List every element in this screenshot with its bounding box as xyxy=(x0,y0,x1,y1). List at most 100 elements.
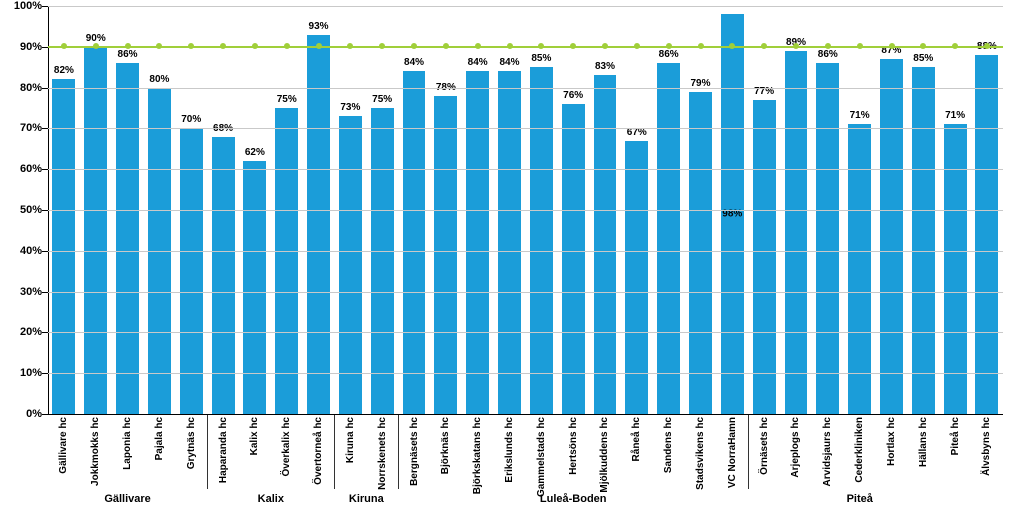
bar: 78% xyxy=(434,96,457,414)
x-tick-label: Piteå hc xyxy=(939,417,971,497)
group-label: Kiruna xyxy=(334,493,398,505)
bar: 86% xyxy=(816,63,839,414)
x-tick-label: VC NorraHamn xyxy=(716,417,748,497)
bar: 75% xyxy=(371,108,394,414)
bar-value-label: 86% xyxy=(659,49,679,60)
x-tick-label: Haparanda hc xyxy=(207,417,239,497)
group-labels: GällivareKalixKirunaLuleå-BodenPiteå xyxy=(48,493,1003,505)
x-axis: Gällivare hcJokkmokks hcLaponia hcPajala… xyxy=(48,414,1003,519)
bar: 85% xyxy=(912,67,935,414)
bar-value-label: 93% xyxy=(309,21,329,32)
bar: 77% xyxy=(753,100,776,414)
reference-marker xyxy=(507,43,513,49)
group-label: Piteå xyxy=(748,493,971,505)
bar-value-label: 85% xyxy=(531,53,551,64)
y-tick xyxy=(42,6,48,7)
grid-line xyxy=(48,210,1003,211)
x-tick-label: Mjölkuddens hc xyxy=(589,417,621,497)
reference-marker xyxy=(729,43,735,49)
reference-marker xyxy=(825,43,831,49)
grid-line xyxy=(48,6,1003,7)
y-tick xyxy=(42,210,48,211)
y-tick xyxy=(42,292,48,293)
reference-marker xyxy=(443,43,449,49)
reference-marker xyxy=(61,43,67,49)
x-tick-label: Sandens hc xyxy=(653,417,685,497)
plot-area: 82%90%86%80%70%68%62%75%93%73%75%84%78%8… xyxy=(48,6,1003,414)
bar: 84% xyxy=(466,71,489,414)
bar-value-label: 62% xyxy=(245,147,265,158)
grid-line xyxy=(48,88,1003,89)
bar: 86% xyxy=(657,63,680,414)
reference-marker xyxy=(284,43,290,49)
x-tick-label: Arjeplogs hc xyxy=(780,417,812,497)
bar-value-label: 84% xyxy=(499,57,519,68)
bar-value-label: 80% xyxy=(149,74,169,85)
x-tick-label: Laponia hc xyxy=(112,417,144,497)
y-tick xyxy=(42,47,48,48)
reference-marker xyxy=(156,43,162,49)
x-tick-label: Råneå hc xyxy=(621,417,653,497)
y-tick xyxy=(42,251,48,252)
y-tick-label: 80% xyxy=(20,82,42,94)
y-tick-label: 0% xyxy=(26,408,42,420)
bar-chart: 0%10%20%30%40%50%60%70%80%90%100% 82% 90%… xyxy=(0,0,1011,519)
reference-marker xyxy=(347,43,353,49)
bar: 71% xyxy=(848,124,871,414)
grid-line xyxy=(48,373,1003,374)
group-label: Luleå-Boden xyxy=(398,493,748,505)
reference-marker xyxy=(952,43,958,49)
bar: 71% xyxy=(944,124,967,414)
bar: 88% xyxy=(975,55,998,414)
bar: 76% xyxy=(562,104,585,414)
x-tick-label: Hertsöns hc xyxy=(557,417,589,497)
reference-marker xyxy=(220,43,226,49)
bar-value-label: 75% xyxy=(372,94,392,105)
bar-value-label: 73% xyxy=(340,102,360,113)
y-tick-label: 100% xyxy=(14,0,42,12)
x-tick-label: Erikslunds hc xyxy=(494,417,526,497)
bar: 86% xyxy=(116,63,139,414)
bar: 93% xyxy=(307,35,330,414)
y-tick xyxy=(42,373,48,374)
y-tick-label: 60% xyxy=(20,163,42,175)
y-tick-label: 20% xyxy=(20,326,42,338)
y-axis: 0%10%20%30%40%50%60%70%80%90%100% xyxy=(0,0,44,414)
x-tick-label: Bergnäsets hc xyxy=(398,417,430,497)
grid-line xyxy=(48,251,1003,252)
x-tick-label: Cederkliniken xyxy=(844,417,876,497)
y-tick-label: 40% xyxy=(20,245,42,257)
x-tick-label: Björknäs hc xyxy=(430,417,462,497)
bar: 87% xyxy=(880,59,903,414)
grid-line xyxy=(48,169,1003,170)
bar: 90% xyxy=(84,47,107,414)
bar-value-label: 83% xyxy=(595,61,615,72)
grid-line xyxy=(48,332,1003,333)
reference-marker xyxy=(602,43,608,49)
bar: 98% xyxy=(721,14,744,414)
bar-value-label: 86% xyxy=(818,49,838,60)
reference-marker xyxy=(984,43,990,49)
reference-marker xyxy=(857,43,863,49)
bar-value-label: 82% xyxy=(54,65,74,76)
grid-line xyxy=(48,292,1003,293)
reference-marker xyxy=(379,43,385,49)
x-tick-label: Jokkmokks hc xyxy=(80,417,112,497)
bar: 85% xyxy=(530,67,553,414)
reference-marker xyxy=(538,43,544,49)
x-tick-label: Björkskatans hc xyxy=(462,417,494,497)
x-tick-label: Grytnäs hc xyxy=(175,417,207,497)
x-tick-label: Pajala hc xyxy=(143,417,175,497)
x-tick-label: Örnäsets hc xyxy=(748,417,780,497)
reference-marker xyxy=(889,43,895,49)
x-tick-label: Kalix hc xyxy=(239,417,271,497)
y-tick xyxy=(42,332,48,333)
y-tick xyxy=(42,128,48,129)
bar-value-label: 84% xyxy=(468,57,488,68)
chart-body: 0%10%20%30%40%50%60%70%80%90%100% 82% 90%… xyxy=(0,0,1011,414)
bar-value-label: 84% xyxy=(404,57,424,68)
bar: 82% xyxy=(52,79,75,414)
bar: 89% xyxy=(785,51,808,414)
bar: 83% xyxy=(594,75,617,414)
bar-value-label: 76% xyxy=(563,90,583,101)
